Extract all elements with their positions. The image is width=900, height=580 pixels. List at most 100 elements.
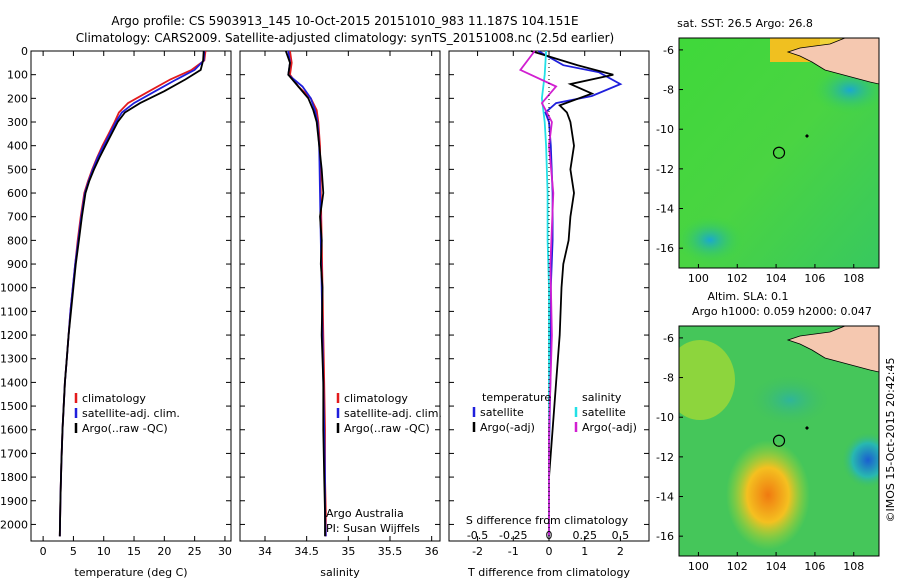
depth-tick-label: 600 <box>7 187 28 200</box>
difference-series-1 <box>530 50 614 537</box>
depth-tick-label: 900 <box>7 258 28 271</box>
sst-map-title: sat. SST: 26.5 Argo: 26.8 <box>677 17 813 30</box>
map-xtick-label: 104 <box>766 560 787 573</box>
depth-tick-label: 1500 <box>0 400 28 413</box>
difference-x2tick-label: 0 <box>546 529 553 542</box>
map-xtick-label: 108 <box>843 272 864 285</box>
map-ytick-label: -6 <box>663 44 674 57</box>
float-credit-0: Argo Australia <box>326 507 404 520</box>
sst-map-axes: 100 102 104 106 108 -6 -8 -10 -12 -14 -16 <box>656 44 864 285</box>
depth-tick-label: 1100 <box>0 305 28 318</box>
christmas-island-2 <box>805 426 809 430</box>
temperature-panel: 0 5 10 15 20 25 300100200300400500600700800900… <box>0 45 232 579</box>
sla-highlight-w <box>679 340 735 420</box>
difference-xtick-label: 0 <box>546 545 553 558</box>
salinity-series-2 <box>284 50 326 537</box>
temperature-xtick-label: 20 <box>157 545 171 558</box>
difference-x2tick-label: -0.5 <box>467 529 488 542</box>
difference-xtick-label: -1 <box>508 545 519 558</box>
sla-map: Altim. SLA: 0.1 Argo h1000: 0.059 h2000:… <box>656 290 880 573</box>
depth-tick-label: 1200 <box>0 329 28 342</box>
salinity-xtick-label: 34 <box>258 545 272 558</box>
legend-label-t-0: satellite <box>480 406 524 419</box>
temperature-xtick-label: 30 <box>218 545 232 558</box>
difference-x2tick-label: 0.5 <box>612 529 630 542</box>
map-xtick-label: 106 <box>804 560 825 573</box>
java-coastline-2 <box>786 326 879 373</box>
map-ytick-label: -14 <box>656 491 674 504</box>
temperature-xlabel: temperature (deg C) <box>74 566 187 579</box>
salinity-legend-label-1: satellite-adj. clim. <box>344 407 442 420</box>
map-ytick-label: -14 <box>656 203 674 216</box>
depth-tick-label: 1000 <box>0 282 28 295</box>
depth-tick-label: 200 <box>7 92 28 105</box>
christmas-island <box>805 134 809 138</box>
salinity-xtick-label: 35.5 <box>378 545 403 558</box>
legend-label-s-0: satellite <box>582 406 626 419</box>
map-xtick-label: 100 <box>688 272 709 285</box>
sst-cool-patch-sw <box>679 215 745 265</box>
salinity-xlabel: salinity <box>320 566 360 579</box>
header-line1: Argo profile: CS 5903913_145 10-Oct-2015… <box>111 14 578 28</box>
salinity-xtick-label: 36 <box>425 545 439 558</box>
legend-label-s-1: Argo(-adj) <box>582 421 637 434</box>
map-xtick-label: 102 <box>727 272 748 285</box>
imos-credit: ©IMOS 15-Oct-2015 20:42:45 <box>884 357 897 522</box>
temperature-xtick-label: 10 <box>97 545 111 558</box>
depth-tick-label: 700 <box>7 211 28 224</box>
map-ytick-label: -10 <box>656 123 674 136</box>
temperature-legend-label-1: satellite-adj. clim. <box>82 407 180 420</box>
float-credit-1: PI: Susan Wijffels <box>326 522 420 535</box>
map-ytick-label: -12 <box>656 163 674 176</box>
map-xtick-label: 100 <box>688 560 709 573</box>
difference-xtick-label: 1 <box>581 545 588 558</box>
depth-tick-label: 2000 <box>0 518 28 531</box>
sla-map-title1: Altim. SLA: 0.1 <box>707 290 788 303</box>
difference-xtick-label: -2 <box>472 545 483 558</box>
depth-tick-label: 1600 <box>0 424 28 437</box>
difference-xtick-label: 2 <box>617 545 624 558</box>
temperature-xtick-label: 0 <box>40 545 47 558</box>
sla-teal-patch <box>750 375 830 425</box>
map-ytick-label: -8 <box>663 84 674 97</box>
depth-tick-label: 1400 <box>0 376 28 389</box>
salinity-legend-label-2: Argo(..raw -QC) <box>344 422 430 435</box>
sla-map-axes: 100 102 104 106 108 -6 -8 -10 -12 -14 -16 <box>656 332 864 573</box>
salinity-xtick-label: 34.5 <box>294 545 319 558</box>
argo-location-marker-2 <box>772 434 786 447</box>
map-ytick-label: -10 <box>656 411 674 424</box>
map-ytick-label: -16 <box>656 242 674 255</box>
salinity-legend-label-0: climatology <box>344 392 408 405</box>
sst-map-frame <box>678 37 880 269</box>
map-ytick-label: -8 <box>663 372 674 385</box>
map-ytick-label: -16 <box>656 530 674 543</box>
salinity-panel: 34 34.5 35 35.5 36 salinity climatology satelli… <box>239 50 442 579</box>
depth-tick-label: 500 <box>7 163 28 176</box>
map-ytick-label: -6 <box>663 332 674 345</box>
difference-x2tick-label: -0.25 <box>499 529 527 542</box>
salinity-xtick-label: 35 <box>341 545 355 558</box>
legend-title-temperature: temperature <box>482 391 551 404</box>
depth-tick-label: 0 <box>21 45 28 58</box>
temperature-xtick-label: 5 <box>70 545 77 558</box>
sla-map-title2: Argo h1000: 0.059 h2000: 0.047 <box>692 305 872 318</box>
difference-series-3 <box>519 50 558 537</box>
header-line2: Climatology: CARS2009. Satellite-adjuste… <box>76 31 614 45</box>
depth-tick-label: 400 <box>7 140 28 153</box>
depth-tick-label: 100 <box>7 69 28 82</box>
difference-x2tick-label: 0.25 <box>572 529 597 542</box>
legend-label-t-1: Argo(-adj) <box>480 421 535 434</box>
salinity-frame <box>239 50 441 542</box>
sla-warm-eddy <box>726 440 810 550</box>
temperature-xtick-label: 25 <box>188 545 202 558</box>
map-ytick-label: -12 <box>656 451 674 464</box>
map-xtick-label: 108 <box>843 560 864 573</box>
difference-panel: -2 -1 0 1 2 T difference from climatology S di… <box>448 50 650 579</box>
sla-cold-eddy <box>842 432 879 488</box>
sla-map-frame <box>678 325 880 557</box>
difference-x2label: S difference from climatology <box>466 514 629 527</box>
temperature-legend-label-0: climatology <box>82 392 146 405</box>
java-coastline <box>786 38 879 85</box>
temperature-series-2 <box>58 50 205 537</box>
